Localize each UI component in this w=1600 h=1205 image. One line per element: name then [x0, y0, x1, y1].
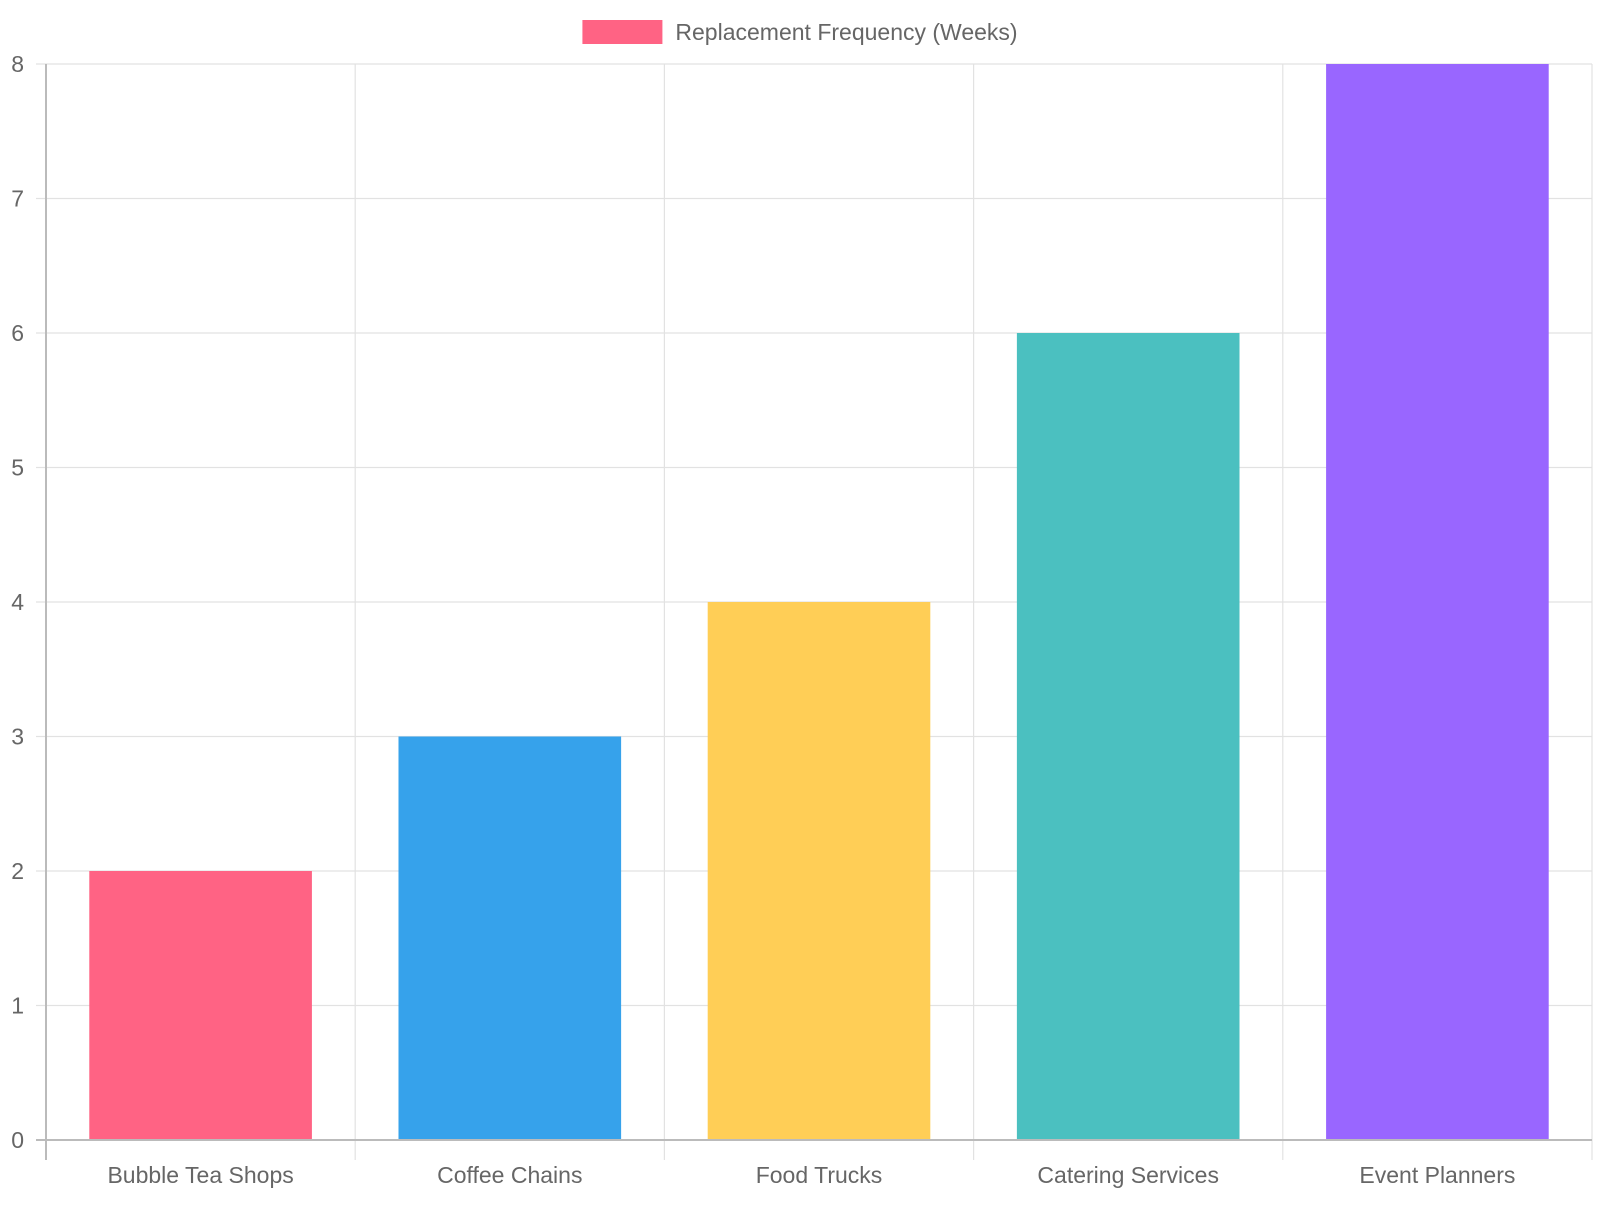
y-tick-label: 8 — [11, 51, 24, 77]
y-tick-label: 6 — [11, 320, 24, 346]
legend-swatch[interactable] — [582, 20, 663, 44]
y-tick-label: 7 — [11, 186, 24, 212]
x-tick-label: Food Trucks — [756, 1162, 883, 1188]
legend-label[interactable]: Replacement Frequency (Weeks) — [675, 19, 1017, 45]
y-tick-label: 0 — [11, 1127, 24, 1153]
y-tick-label: 3 — [11, 724, 24, 750]
bar[interactable] — [89, 871, 312, 1140]
bar[interactable] — [1326, 64, 1549, 1140]
x-tick-label: Event Planners — [1359, 1162, 1515, 1188]
bar[interactable] — [707, 602, 931, 1140]
y-tick-label: 1 — [11, 993, 24, 1019]
x-tick-label: Coffee Chains — [437, 1162, 582, 1188]
y-tick-label: 2 — [11, 858, 24, 884]
bar[interactable] — [1016, 333, 1240, 1140]
legend[interactable]: Replacement Frequency (Weeks) — [582, 19, 1018, 45]
y-tick-label: 5 — [11, 455, 24, 481]
x-tick-label: Catering Services — [1037, 1162, 1219, 1188]
label-layer: 0 1 2 3 4 5 6 7 8 Bubble Tea Shops Coffee Chains Fo… — [11, 51, 1515, 1188]
bar-layer — [89, 64, 1549, 1141]
y-tick-label: 4 — [11, 589, 24, 615]
x-tick-label: Bubble Tea Shops — [107, 1162, 293, 1188]
axis-layer — [45, 64, 1592, 1160]
bar[interactable] — [398, 736, 622, 1141]
